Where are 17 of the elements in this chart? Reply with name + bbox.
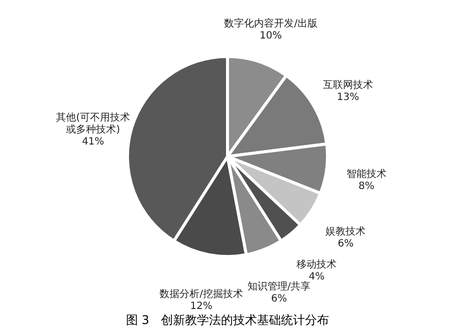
slice-label: 其他(可不用技术或多种技术): [56, 111, 130, 136]
slice-label: 数字化内容开发/出版: [224, 17, 318, 30]
data-label: 8%: [358, 181, 374, 192]
slice-label: 娱教技术: [326, 226, 366, 238]
data-label: 4%: [308, 271, 325, 282]
data-label: 13%: [336, 92, 360, 104]
data-label: 10%: [260, 30, 282, 42]
text: 图 3 创新教学法的技术基础统计分布: [126, 313, 330, 328]
data-label: 6%: [271, 294, 287, 305]
slice-label: 移动技术: [296, 258, 337, 270]
slice-label: 知识管理/共享: [247, 280, 311, 293]
data-label: 6%: [338, 238, 354, 250]
slice-label: 数据分析/挖掘技术: [160, 288, 243, 300]
slice-label: 互联网技术: [323, 79, 374, 92]
data-label: 12%: [190, 301, 212, 312]
data-label: 41%: [82, 136, 104, 148]
slice-label: 智能技术: [346, 168, 386, 180]
